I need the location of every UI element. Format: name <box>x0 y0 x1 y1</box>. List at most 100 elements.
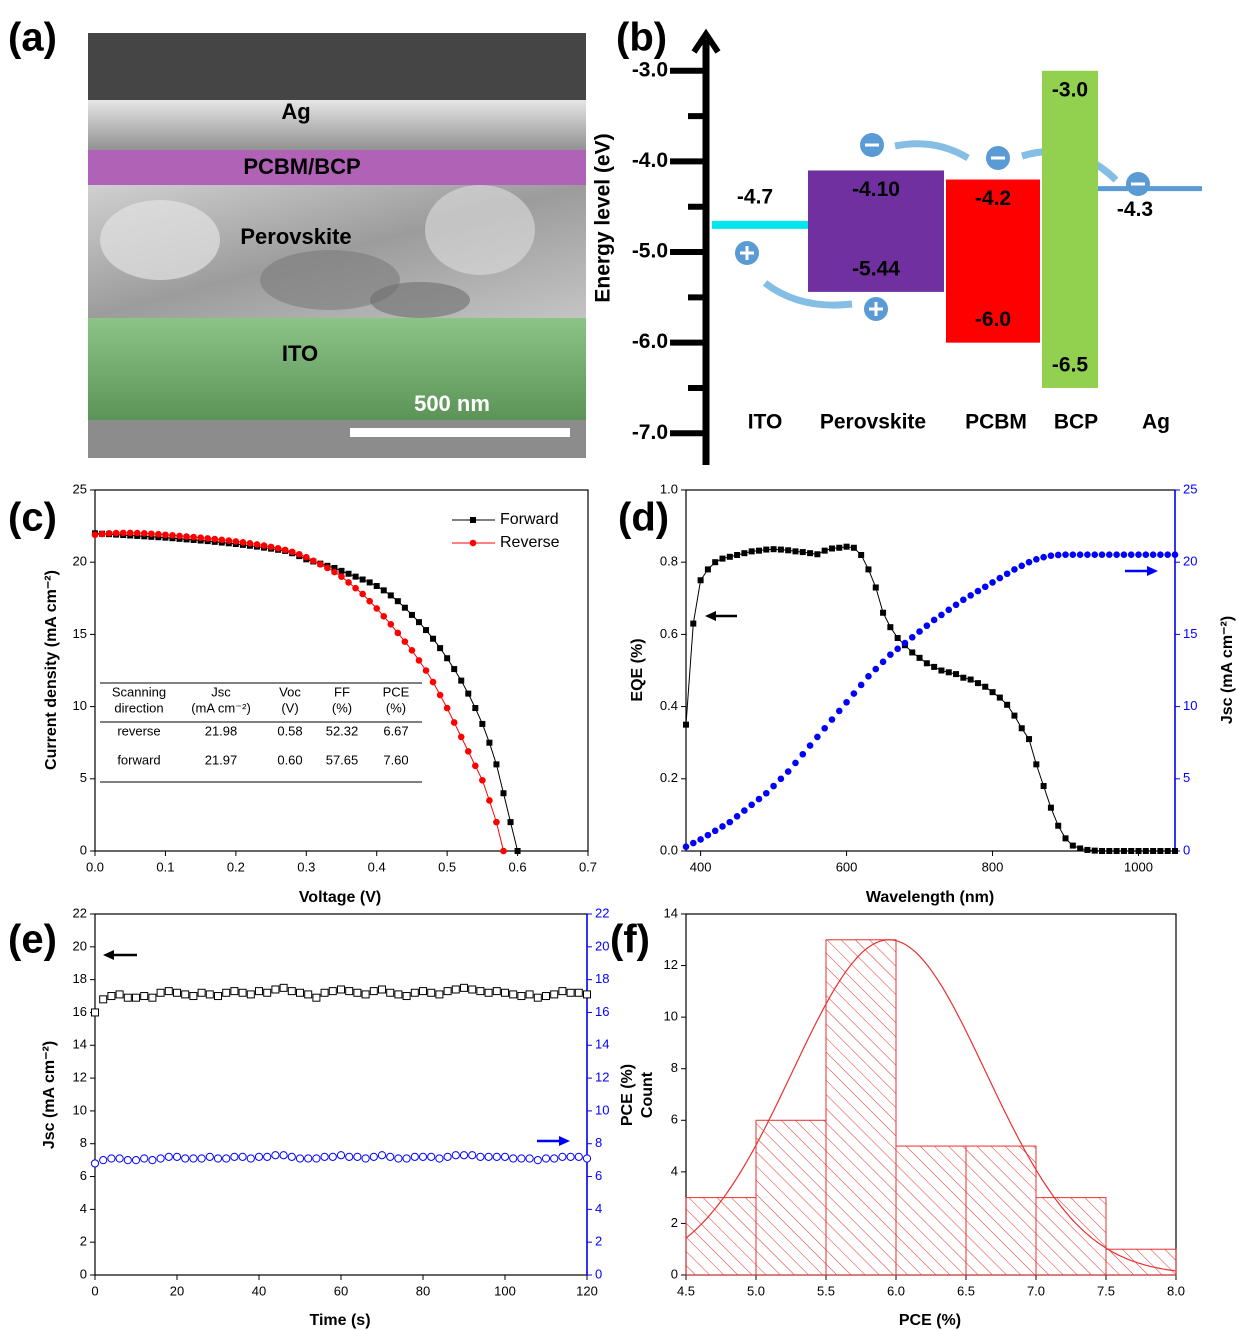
data-point <box>394 598 401 605</box>
y-axis-label: Energy level (eV) <box>592 133 615 302</box>
data-point <box>1106 551 1113 558</box>
data-point <box>1098 551 1106 558</box>
data-point <box>181 990 190 999</box>
data-point <box>451 1151 460 1160</box>
data-point <box>197 988 206 997</box>
data-point <box>422 667 430 674</box>
data-point <box>952 601 960 609</box>
data-point <box>320 1152 329 1161</box>
data-point <box>850 690 858 697</box>
data-point <box>176 532 183 540</box>
data-point <box>493 818 500 826</box>
panel-label: (a) <box>8 16 57 60</box>
plot-frame <box>94 913 588 1276</box>
x-tick-label: 0.6 <box>509 859 527 874</box>
data-point <box>806 742 814 749</box>
data-point <box>260 542 268 549</box>
y-tick-label: 10 <box>664 1009 678 1024</box>
x-tick-label: 0 <box>91 1283 98 1298</box>
y2-tick-label: 2 <box>595 1234 602 1249</box>
x-axis-label: Time (s) <box>309 1312 370 1329</box>
data-point <box>741 807 748 814</box>
data-point <box>500 847 507 855</box>
data-point <box>267 543 275 551</box>
data-point <box>683 721 689 728</box>
data-point <box>263 1152 272 1161</box>
y2-tick-label: 20 <box>595 938 609 953</box>
data-point <box>458 677 465 684</box>
data-point <box>444 655 451 662</box>
y2-tick-label: 25 <box>1183 481 1197 496</box>
data-point <box>748 801 755 809</box>
data-point <box>189 1154 198 1163</box>
data-point <box>366 597 373 605</box>
fit-curve <box>685 939 1177 1272</box>
data-point <box>945 606 953 614</box>
data-point <box>792 759 799 767</box>
data-point <box>792 548 799 555</box>
data-point <box>566 1152 575 1161</box>
data-point <box>697 836 704 843</box>
data-point <box>1033 761 1040 768</box>
data-point <box>148 530 155 538</box>
y-tick-label: 1.0 <box>660 481 678 496</box>
data-point <box>459 1151 469 1160</box>
data-point <box>331 568 338 576</box>
data-point <box>476 1152 485 1161</box>
data-point <box>427 988 436 997</box>
y-tick-label: 25 <box>73 481 87 496</box>
data-point <box>894 645 901 653</box>
x-axis-label: Wavelength (nm) <box>866 889 994 906</box>
x-tick-label: 1000 <box>1124 859 1153 874</box>
x-tick-label: 120 <box>576 1283 598 1298</box>
data-point <box>850 544 857 551</box>
layer-label: PCBM/BCP <box>243 154 360 179</box>
y-tick-label: 2 <box>80 1234 87 1249</box>
data-point <box>366 579 373 586</box>
data-point <box>726 818 734 826</box>
y-tick-label: 16 <box>73 1004 87 1019</box>
data-point <box>238 1152 247 1161</box>
data-point <box>373 583 380 590</box>
table-cell: reverse <box>117 723 160 738</box>
y2-tick-label: 5 <box>1183 770 1190 785</box>
data-point <box>514 848 521 854</box>
data-point <box>279 983 288 992</box>
data-point <box>1172 848 1178 854</box>
data-point <box>887 651 894 658</box>
data-point <box>408 611 415 618</box>
data-point <box>361 990 370 999</box>
data-point <box>423 627 430 634</box>
legend-marker <box>470 517 476 523</box>
data-point <box>486 797 493 804</box>
data-point <box>574 988 583 997</box>
data-point <box>430 635 437 642</box>
data-point <box>131 1156 141 1165</box>
y2-tick-label: 4 <box>595 1201 602 1216</box>
data-point <box>1091 551 1099 558</box>
data-point <box>1120 551 1128 558</box>
data-point <box>274 545 282 552</box>
data-point <box>123 993 132 1002</box>
y-tick-label: 4 <box>80 1201 87 1216</box>
data-point <box>472 762 479 770</box>
data-point <box>558 1152 567 1161</box>
x-tick-label: 60 <box>334 1283 348 1298</box>
data-point <box>923 622 931 630</box>
data-point <box>814 733 821 741</box>
scale-bar-label: 500 nm <box>414 391 490 416</box>
data-point <box>213 1154 223 1163</box>
y-tick-label: 0.8 <box>660 554 678 569</box>
data-point <box>1135 551 1142 558</box>
data-point <box>887 624 894 631</box>
data-point <box>501 988 509 997</box>
data-point <box>287 987 296 996</box>
y-tick-label: 0.0 <box>660 842 678 857</box>
data-point <box>148 1156 157 1165</box>
data-point <box>1025 558 1033 566</box>
level-label: -4.7 <box>737 185 773 208</box>
data-point <box>945 669 952 676</box>
table-cell: 7.60 <box>383 752 408 767</box>
y-axis-label: EQE (%) <box>629 638 646 701</box>
x-tick-label: 6.0 <box>887 1283 905 1298</box>
